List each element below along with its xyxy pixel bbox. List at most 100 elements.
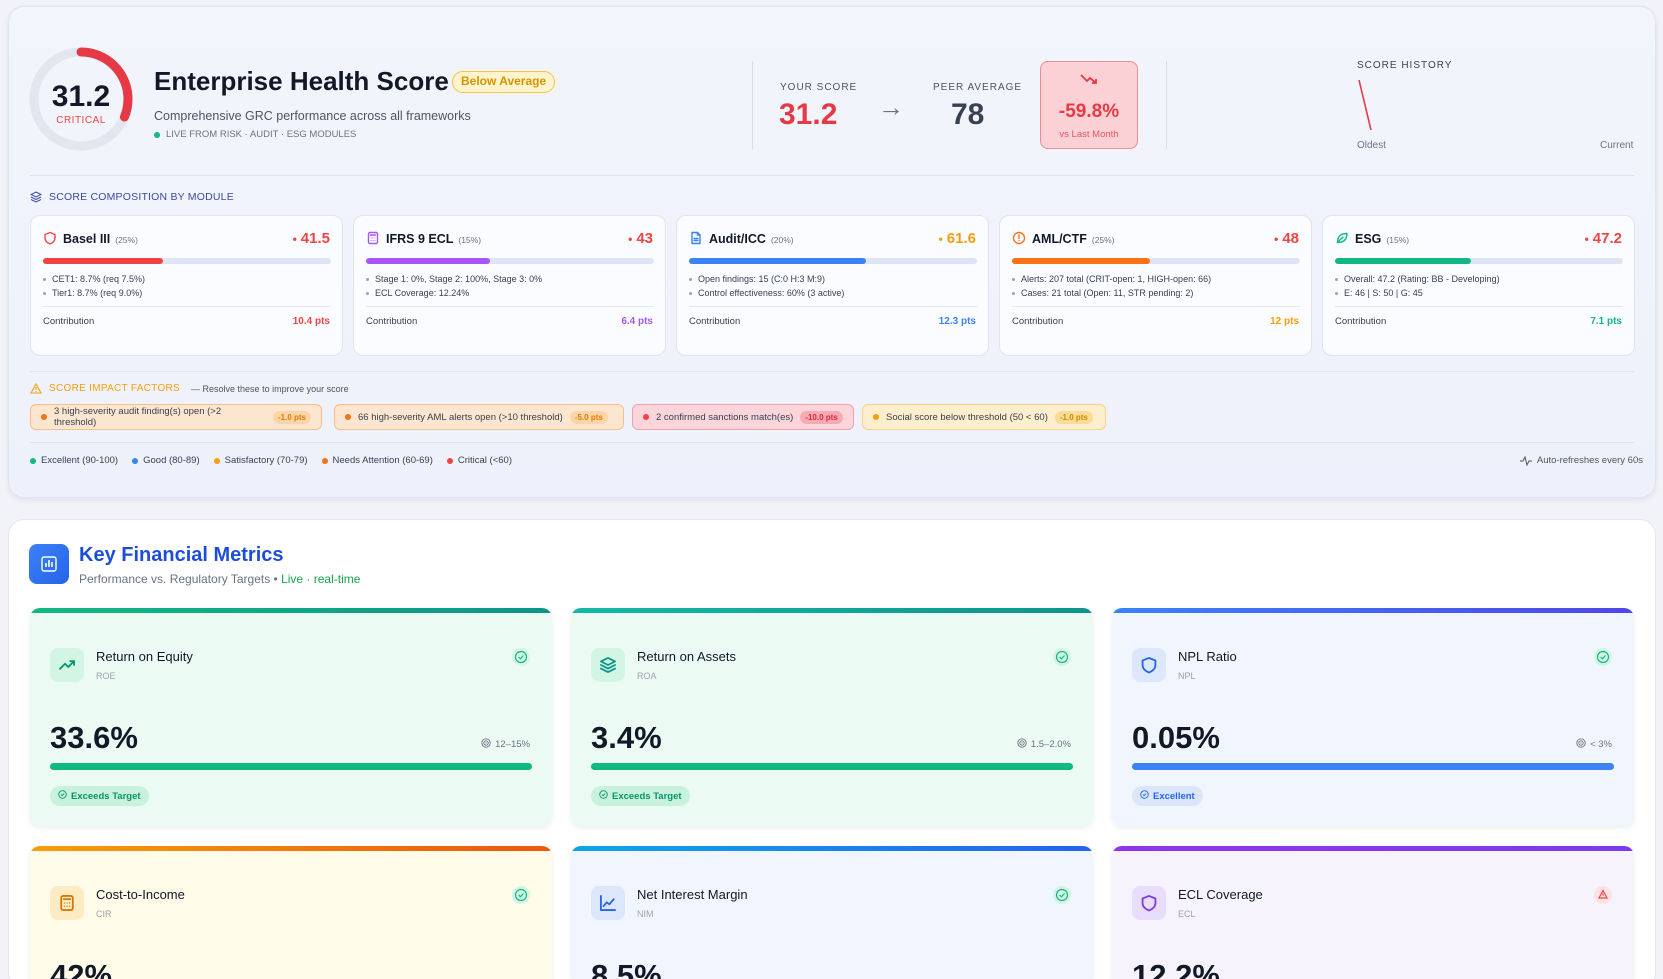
metric-card-roa[interactable]: Return on Assets ROA 3.4% 1.5–2.0% Exceeds T… [571,608,1093,826]
chip-dot [345,414,351,420]
module-progress-fill [1012,258,1151,264]
impact-chip-audit[interactable]: 3 high-severity audit finding(s) open (>… [30,404,322,430]
legend-dot [213,457,220,464]
calculator-icon [366,231,380,245]
module-score: • 43 [628,230,653,247]
module-detail-text: Control effectiveness: 60% (3 active) [698,288,845,298]
metric-value: 12.2% [1132,958,1220,979]
module-score-value: 47.2 [1592,230,1622,247]
legend-label: Satisfactory (70-79) [224,455,308,466]
module-score: • 41.5 [293,230,330,247]
legend-dot [446,457,453,464]
chip-text: Social score below threshold (50 < 60) [886,411,1048,423]
contribution-label: Contribution [366,316,418,327]
check-circle-icon [1140,790,1149,802]
bar-chart-icon [29,544,69,584]
impact-chip-sanctions[interactable]: 2 confirmed sanctions match(es) -10.0 pt… [632,404,854,430]
module-card-esg[interactable]: ESG (15%) • 47.2 Overall: 47.2 (Rating: BB -… [1322,215,1635,356]
bullet [1335,291,1338,295]
module-detail: Tier1: 8.7% (req 9.0%) [43,288,142,298]
status-dot: • [1274,232,1279,246]
calculator-icon [50,886,84,920]
check-circle-icon [1053,648,1071,666]
layers-icon [591,648,625,682]
module-detail: Stage 1: 0%, Stage 2: 100%, Stage 3: 0% [366,274,542,284]
module-name: ESG (15%) [1355,232,1409,246]
module-weight: (25%) [115,235,138,245]
metric-target-text: < 3% [1590,739,1612,750]
auto-refresh-indicator: Auto-refreshes every 60s [1519,455,1643,466]
impact-heading-text: SCORE IMPACT FACTORS [49,383,181,394]
module-card-ifrs9[interactable]: IFRS 9 ECL (15%) • 43 Stage 1: 0%, Stage 2: … [353,215,666,356]
leaf-icon [1335,231,1349,245]
score-legend: Excellent (90-100) Good (80-89) Satisfac… [30,455,512,466]
module-detail-text: Alerts: 207 total (CRIT-open: 1, HIGH-op… [1021,274,1212,284]
metric-abbr: ROE [96,671,116,681]
check-circle-icon [512,648,530,666]
bullet [1012,277,1015,281]
module-progress-track [689,258,977,264]
trending-down-icon [1041,72,1137,88]
chip-pts: -10.0 pts [800,410,843,424]
warning-icon [30,383,42,394]
module-name: Basel III (25%) [63,232,138,246]
metric-name: Cost-to-Income [96,887,185,902]
status-dot: • [292,232,297,246]
your-score-label: YOUR SCORE [780,82,858,93]
module-progress-fill [689,258,867,264]
metric-name: NPL Ratio [1178,649,1237,664]
contribution-pts: 7.1 pts [1590,316,1622,327]
module-card-aml[interactable]: AML/CTF (25%) • 48 Alerts: 207 total (CRIT-o… [999,215,1312,356]
metric-target: 1.5–2.0% [1017,738,1071,751]
module-score-value: 61.6 [946,230,976,247]
shield-icon [1132,648,1166,682]
legend-dot [321,457,328,464]
card-accent-bar [571,846,1093,851]
module-weight: (25%) [1091,235,1115,245]
layers-icon [30,191,42,203]
chip-text: 66 high-severity AML alerts open (>10 th… [358,411,563,423]
module-detail-text: E: 46 | S: 50 | G: 45 [1344,288,1423,298]
impact-chip-aml[interactable]: 66 high-severity AML alerts open (>10 th… [334,404,624,430]
metric-name: Net Interest Margin [637,887,748,902]
shield-icon [1132,886,1166,920]
bullet [1335,277,1338,281]
module-name-text: AML/CTF [1032,232,1087,246]
check-circle-icon [512,886,530,904]
metric-card-roe[interactable]: Return on Equity ROE 33.6% 12–15% Exceeds Ta… [30,608,552,826]
metric-progress-track [591,763,1073,770]
card-accent-bar [571,608,1093,613]
chip-pts: -1.0 pts [1054,410,1093,424]
module-detail: ECL Coverage: 12.24% [366,288,469,298]
contribution-label: Contribution [689,316,741,327]
chip-dot [41,414,47,420]
module-detail-text: Tier1: 8.7% (req 9.0%) [52,288,143,298]
metric-abbr: CIR [96,909,112,919]
divider [1166,61,1167,149]
peer-average-label: PEER AVERAGE [933,82,1023,93]
metric-value: 42% [50,958,113,979]
target-icon [1017,738,1027,751]
metric-card-npl[interactable]: NPL Ratio NPL 0.05% < 3% Excellent [1112,608,1634,826]
impact-chip-social[interactable]: Social score below threshold (50 < 60) -… [862,404,1106,430]
bullet [1012,291,1015,295]
contribution-pts: 10.4 pts [292,316,330,327]
module-score: • 47.2 [1585,230,1622,247]
live-indicator: LIVE FROM RISK · AUDIT · ESG MODULES [154,129,356,140]
legend-dot [132,457,139,464]
contribution-pts: 12 pts [1270,316,1299,327]
legend-item: Needs Attention (60-69) [321,455,433,466]
metric-card-cir[interactable]: Cost-to-Income CIR 42% [30,846,552,979]
financial-subtitle: Performance vs. Regulatory Targets • Liv… [79,572,360,586]
metric-target: 12–15% [481,738,530,751]
legend-item: Critical (<60) [446,455,512,466]
module-detail: Control effectiveness: 60% (3 active) [689,288,844,298]
divider [30,442,1634,443]
metric-card-ecl[interactable]: ECL Coverage ECL 12.2% [1112,846,1634,979]
card-accent-bar [30,846,552,851]
module-score-value: 43 [636,230,653,247]
module-card-audit[interactable]: Audit/ICC (20%) • 61.6 Open findings: 15 (C:… [676,215,989,356]
metric-card-nim[interactable]: Net Interest Margin NIM 8.5% [571,846,1093,979]
module-progress-track [366,258,654,264]
module-card-basel[interactable]: Basel III (25%) • 41.5 CET1: 8.7% (req 7.5%)… [30,215,343,356]
